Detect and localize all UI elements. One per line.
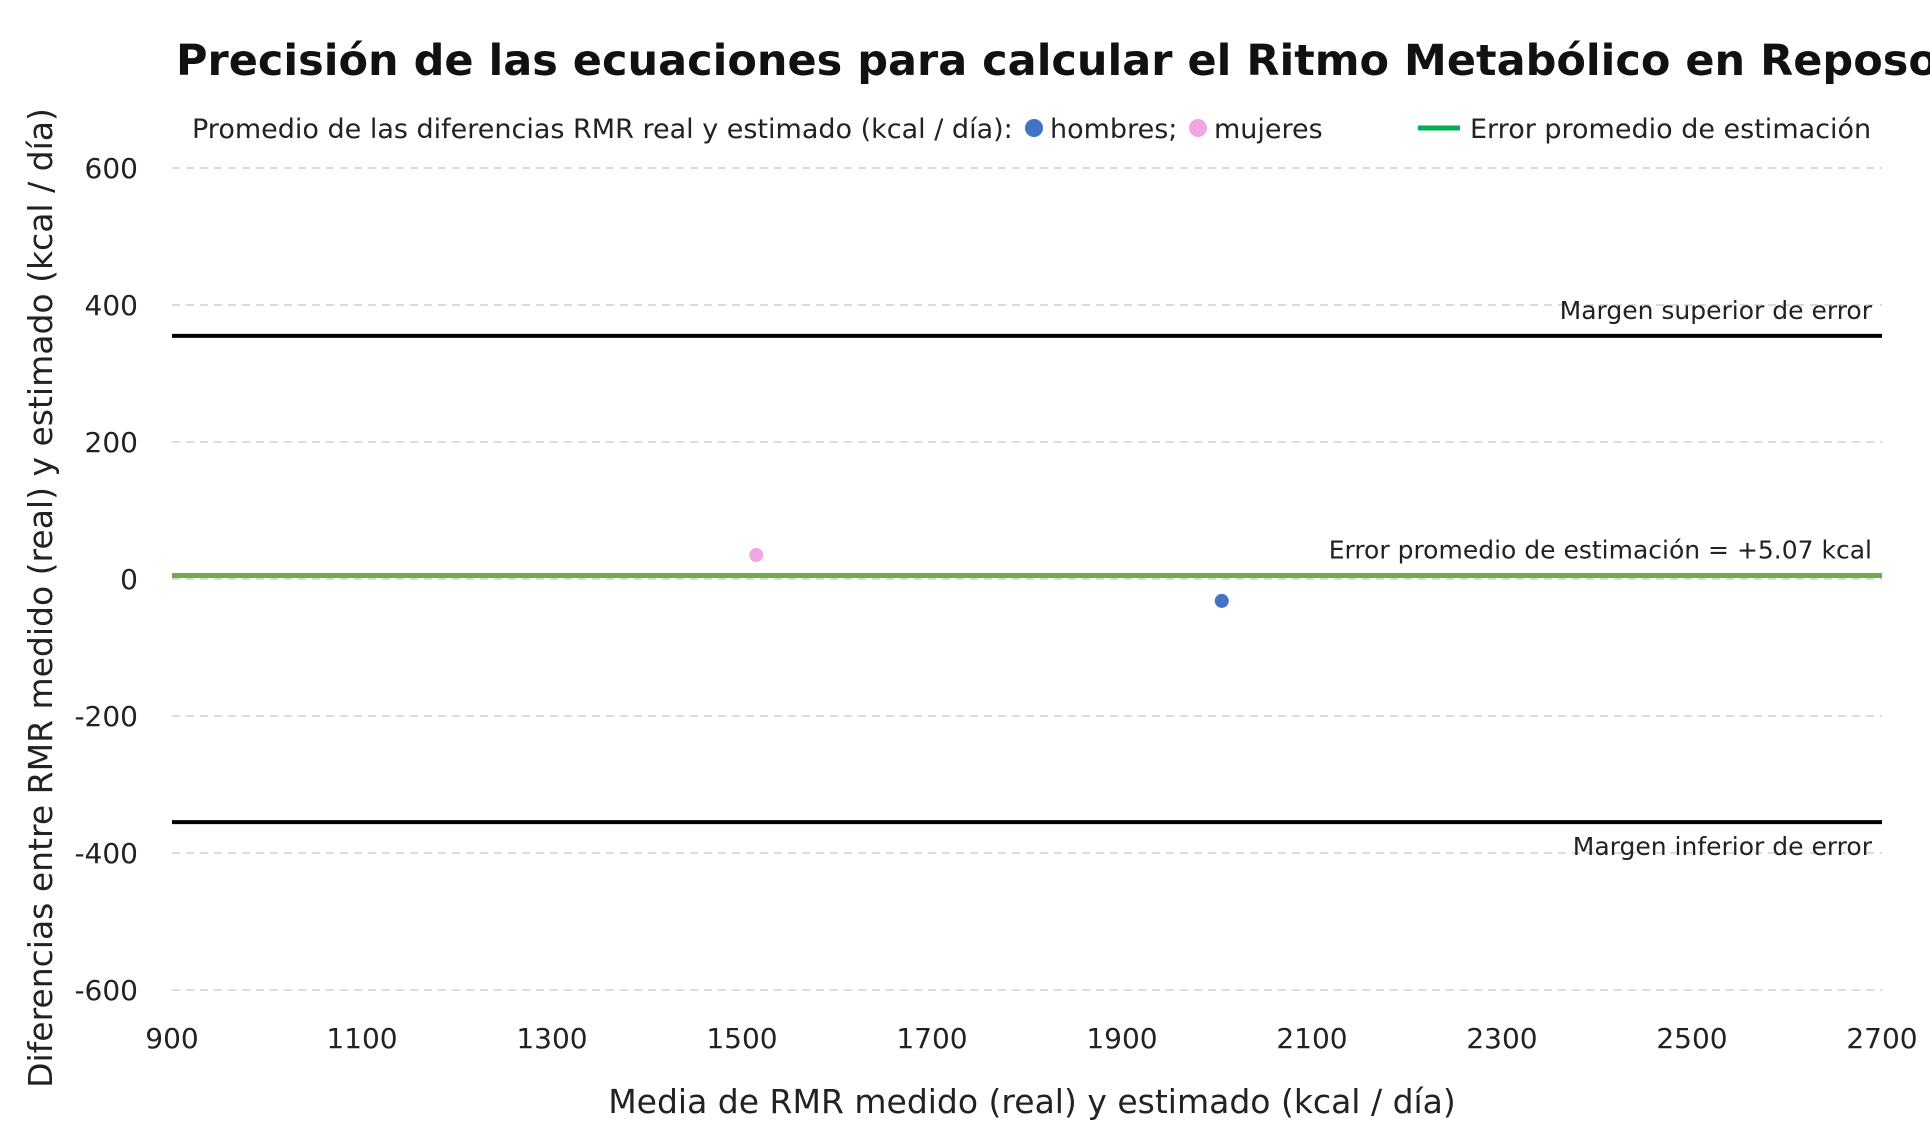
gridlines — [172, 167, 1882, 991]
legend-marker-mujeres — [1189, 119, 1207, 137]
reference-label-lower: Margen inferior de error — [1573, 832, 1873, 861]
y-tick-label: 0 — [120, 563, 138, 596]
legend-label-hombres: hombres; — [1050, 114, 1177, 145]
x-tick-label: 900 — [145, 1022, 198, 1055]
y-axis-label: Diferencias entre RMR medido (real) y es… — [21, 108, 60, 1088]
chart-title: Precisión de las ecuaciones para calcula… — [176, 36, 1930, 86]
x-tick-label: 1700 — [896, 1022, 967, 1055]
y-tick-label: -400 — [74, 837, 138, 870]
x-tick-label: 1300 — [516, 1022, 587, 1055]
x-tick-label: 1500 — [706, 1022, 777, 1055]
legend: Promedio de las diferencias RMR real y e… — [192, 114, 1871, 145]
legend-marker-hombres — [1025, 119, 1043, 137]
legend-label-mujeres: mujeres — [1214, 114, 1323, 145]
legend-prefix: Promedio de las diferencias RMR real y e… — [192, 114, 1013, 145]
y-tick-label: -200 — [74, 700, 138, 733]
reference-label-upper: Margen superior de error — [1560, 296, 1873, 325]
x-tick-label: 2300 — [1466, 1022, 1537, 1055]
point-hombres — [1214, 593, 1229, 608]
x-tick-label: 2700 — [1846, 1022, 1917, 1055]
y-tick-label: 400 — [85, 289, 138, 322]
x-tick-labels: 900 1100 1300 1500 1700 1900 2100 2300 2500 2700 — [145, 1022, 1917, 1055]
y-tick-labels: 600 400 200 0 -200 -400 -600 — [74, 152, 138, 1007]
x-tick-label: 1900 — [1086, 1022, 1157, 1055]
y-tick-label: 600 — [85, 152, 138, 185]
y-tick-label: -600 — [74, 974, 138, 1007]
x-axis-label: Media de RMR medido (real) y estimado (k… — [608, 1082, 1456, 1121]
point-mujeres — [749, 548, 764, 563]
x-tick-label: 2500 — [1656, 1022, 1727, 1055]
x-tick-label: 1100 — [326, 1022, 397, 1055]
reference-lines: Margen superior de error Error promedio d… — [172, 296, 1882, 861]
x-tick-label: 2100 — [1276, 1022, 1347, 1055]
legend-label-mean: Error promedio de estimación — [1470, 114, 1871, 145]
y-tick-label: 200 — [85, 426, 138, 459]
reference-label-mean: Error promedio de estimación = +5.07 kca… — [1329, 536, 1872, 565]
data-points — [749, 548, 1229, 608]
